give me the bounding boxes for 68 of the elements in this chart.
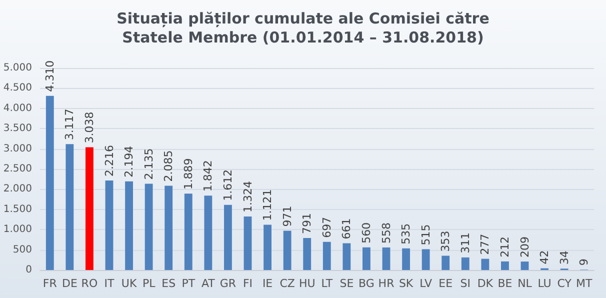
data-label: 535 [400,223,413,244]
x-tick-label: PT [182,277,196,290]
x-tick-label: CY [557,277,572,290]
data-label: 1.121 [261,189,274,221]
x-tick-label: HR [378,277,395,290]
data-label: 2.135 [142,148,156,180]
y-tick-label: 4.500 [3,82,32,94]
x-tick-label: DE [62,277,78,290]
y-tick-label: 0 [26,264,32,276]
data-label: 209 [518,236,532,258]
y-tick-label: 500 [12,244,32,256]
data-label: 560 [360,222,373,244]
x-tick-label: NL [518,277,533,290]
data-label: 661 [340,218,354,240]
x-tick-label: FR [42,277,58,290]
y-tick-label: 5.000 [3,62,32,74]
chart-title: Situația plăților cumulate ale Comisiei către Statele Membre (01.01.2014 – 31.08.2018) [116,10,490,46]
x-tick-label: PL [142,277,156,290]
x-tick-label: RO [81,277,98,290]
data-label: 277 [478,234,492,255]
x-tick-label: FI [242,277,253,290]
x-tick-label: LT [321,277,333,290]
data-label: 2.216 [102,144,116,176]
data-label: 971 [280,206,294,227]
y-tick-label: 2.000 [3,184,32,195]
data-label: 1.612 [221,169,234,201]
data-label: 697 [320,216,334,238]
x-tick-label: SE [340,277,354,290]
x-tick-label: EE [438,277,453,290]
data-label: 353 [439,230,452,252]
x-tick-label: GR [220,277,236,290]
x-tick-label: BG [358,277,374,290]
x-tick-label: ES [162,277,176,290]
data-label: 1.842 [202,160,215,192]
data-label: 558 [380,222,393,244]
data-label: 3.038 [82,112,96,144]
data-label: 2.194 [122,146,136,178]
x-tick-label: DK [477,277,494,290]
y-tick-label: 3.000 [3,143,32,154]
y-tick-label: 3.500 [3,123,32,134]
data-label: 515 [419,224,432,246]
data-label: 1.889 [182,158,195,190]
data-label: 4.310 [43,60,56,92]
data-label: 2.085 [162,150,176,182]
x-tick-label: UK [121,277,138,290]
x-tick-label: LU [538,277,552,290]
x-tick-label: CZ [280,277,296,290]
data-label: 1.324 [241,181,254,213]
data-label: 311 [458,232,472,254]
data-label: 34 [558,250,571,265]
x-tick-label: IT [104,277,115,290]
x-tick-label: IE [262,277,273,290]
y-tick-label: 2.500 [3,164,32,174]
data-label: 212 [498,236,512,258]
data-label: 42 [538,250,552,264]
x-tick-label: LV [420,277,433,290]
x-tick-label: SK [398,277,414,290]
x-tick-label: SI [460,277,471,290]
x-tick-label: AT [201,277,216,290]
x-tick-label: MT [576,277,592,290]
data-label: 9 [578,258,591,266]
x-tick-label: BE [498,277,512,290]
x-tick-label: HU [298,277,316,290]
y-tick-label: 4.000 [3,102,32,114]
y-tick-label: 1.000 [3,224,32,236]
y-tick-label: 1.500 [3,204,32,215]
data-label: 791 [300,213,314,234]
data-label: 3.117 [63,108,76,140]
